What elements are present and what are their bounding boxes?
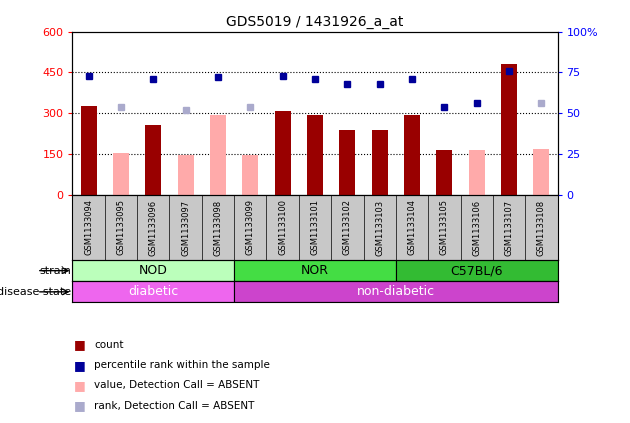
Text: ■: ■ (74, 338, 86, 351)
Text: GSM1133098: GSM1133098 (214, 199, 222, 255)
Bar (404, 115, 420, 195)
Text: GSM1133097: GSM1133097 (181, 199, 190, 255)
Text: C57BL/6: C57BL/6 (450, 264, 503, 277)
Text: NOR: NOR (301, 264, 329, 277)
Text: ■: ■ (74, 379, 86, 392)
Bar (72, 260, 234, 281)
Bar (275, 110, 291, 195)
Bar (396, 260, 558, 281)
Bar (113, 153, 129, 195)
Bar (81, 107, 97, 195)
Bar (501, 64, 517, 195)
Text: GSM1133099: GSM1133099 (246, 199, 255, 255)
Text: rank, Detection Call = ABSENT: rank, Detection Call = ABSENT (94, 401, 255, 411)
Bar (372, 129, 387, 195)
Text: GSM1133100: GSM1133100 (278, 199, 287, 255)
Text: GSM1133106: GSM1133106 (472, 199, 481, 255)
Bar (234, 281, 558, 302)
Bar (307, 115, 323, 195)
Text: GSM1133107: GSM1133107 (505, 199, 513, 255)
Bar (210, 115, 226, 195)
Text: GSM1133101: GSM1133101 (311, 199, 319, 255)
Text: strain: strain (39, 266, 71, 276)
Text: NOD: NOD (139, 264, 168, 277)
Text: GSM1133104: GSM1133104 (408, 199, 416, 255)
Text: percentile rank within the sample: percentile rank within the sample (94, 360, 270, 370)
Bar (234, 260, 396, 281)
Bar (533, 148, 549, 195)
Text: GSM1133094: GSM1133094 (84, 199, 93, 255)
Bar (72, 281, 234, 302)
Bar (436, 150, 452, 195)
Text: count: count (94, 340, 124, 350)
Text: value, Detection Call = ABSENT: value, Detection Call = ABSENT (94, 380, 260, 390)
Text: disease state: disease state (0, 287, 71, 297)
Text: GSM1133103: GSM1133103 (375, 199, 384, 255)
Text: non-diabetic: non-diabetic (357, 286, 435, 298)
Text: GSM1133105: GSM1133105 (440, 199, 449, 255)
Bar (339, 129, 355, 195)
Text: GSM1133095: GSM1133095 (117, 199, 125, 255)
Text: GSM1133102: GSM1133102 (343, 199, 352, 255)
Bar (469, 150, 485, 195)
Text: GSM1133096: GSM1133096 (149, 199, 158, 255)
Text: diabetic: diabetic (128, 286, 178, 298)
Bar (145, 126, 161, 195)
Text: ■: ■ (74, 399, 86, 412)
Bar (242, 155, 258, 195)
Bar (178, 155, 194, 195)
Text: GSM1133108: GSM1133108 (537, 199, 546, 255)
Text: ■: ■ (74, 359, 86, 371)
Title: GDS5019 / 1431926_a_at: GDS5019 / 1431926_a_at (226, 15, 404, 29)
